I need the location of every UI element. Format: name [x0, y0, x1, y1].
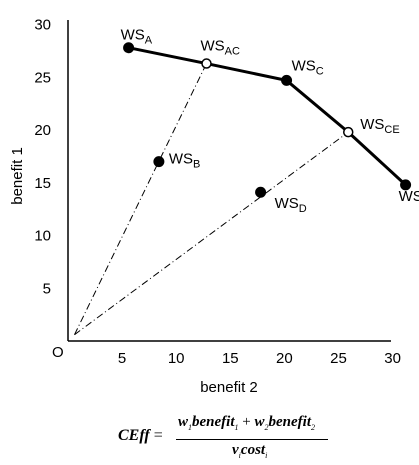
- formula-v: v: [232, 442, 239, 458]
- points: [123, 42, 412, 198]
- point-ws-ac: [201, 58, 212, 69]
- formula-fraction-bar: [176, 439, 328, 440]
- formula-lhs-text: CEff: [118, 427, 150, 444]
- y-tick-label: 25: [34, 69, 51, 86]
- formula: CEff = w1benefit1 + w2benefit2 vicosti: [0, 414, 419, 464]
- formula-numerator: w1benefit1 + w2benefit2: [178, 414, 315, 432]
- formula-sub: 1: [188, 423, 193, 432]
- ticks: 5 10 15 20 25 30 5 10 15 20 25 30: [34, 17, 401, 368]
- rays: [74, 63, 349, 336]
- formula-sub: 1: [234, 423, 239, 432]
- formula-weight-1: w: [178, 414, 189, 430]
- y-tick-label: 10: [34, 228, 51, 245]
- point-ws-c: [281, 74, 293, 86]
- formula-sub: i: [238, 451, 241, 460]
- origin-label: O: [52, 344, 64, 361]
- point-label-ws-e: WSE: [399, 188, 419, 208]
- y-axis-label: benefit 1: [9, 147, 26, 205]
- x-tick-label: 25: [330, 350, 347, 367]
- point-labels: WSA WSAC WSC WSCE WSE WSB WSD: [121, 27, 419, 216]
- point-ws-ce: [342, 126, 354, 138]
- formula-benefit-2: benefit: [268, 414, 312, 430]
- ray-line: [74, 63, 207, 335]
- ray-line: [74, 131, 349, 336]
- formula-denominator: vicosti: [232, 442, 267, 460]
- x-tick-label: 30: [384, 350, 401, 367]
- point-label-ws-ac: WSAC: [200, 38, 240, 58]
- x-tick-label: 10: [168, 350, 185, 367]
- formula-cost: cost: [240, 442, 266, 458]
- point-label-ws-d: WSD: [275, 195, 307, 215]
- y-tick-label: 5: [43, 280, 51, 297]
- y-tick-label: 15: [34, 175, 51, 192]
- point-label-ws-c: WSC: [292, 57, 324, 77]
- y-tick-label: 20: [34, 122, 51, 139]
- point-label-ws-a: WSA: [121, 27, 153, 47]
- point-ws-d: [255, 186, 267, 198]
- axes: [67, 20, 391, 342]
- formula-sub: 2: [264, 423, 269, 432]
- x-tick-label: 5: [118, 350, 126, 367]
- chart: 5 10 15 20 25 30 5 10 15 20 25 30 WSA WSAC WSC WSCE WSE…: [9, 17, 419, 397]
- point-label-ws-ce: WSCE: [360, 116, 399, 136]
- formula-lhs: CEff =: [118, 427, 163, 445]
- x-tick-label: 15: [222, 350, 239, 367]
- formula-sub: 2: [311, 423, 315, 432]
- y-tick-label: 30: [34, 17, 51, 34]
- x-tick-label: 20: [276, 350, 293, 367]
- point-ws-b: [153, 156, 165, 168]
- point-ws-e: [400, 179, 412, 191]
- formula-benefit-1: benefit: [192, 414, 235, 430]
- formula-sub: i: [265, 451, 268, 460]
- formula-weight-2: w: [254, 414, 265, 430]
- point-ws-a: [123, 42, 135, 54]
- point-label-ws-b: WSB: [169, 151, 201, 171]
- formula-equals: =: [153, 427, 163, 444]
- formula-plus: +: [242, 414, 251, 430]
- x-axis-label: benefit 2: [200, 379, 258, 396]
